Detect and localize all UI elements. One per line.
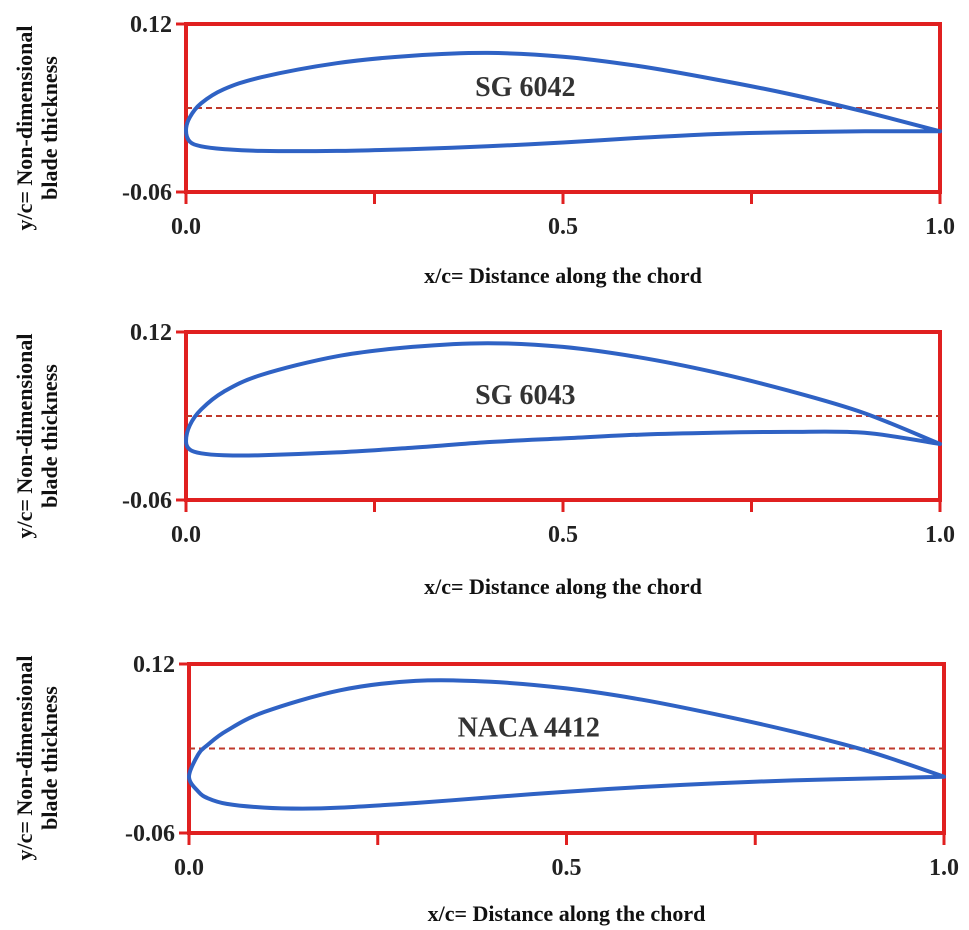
y-axis-title-line: y/c= Non-dimensional	[12, 655, 37, 860]
y-axis-title-line: blade thickness	[37, 56, 62, 200]
y-tick-label: -0.06	[122, 180, 172, 206]
y-tick-label: -0.06	[122, 488, 172, 514]
y-tick-label: 0.12	[130, 12, 172, 38]
y-axis-title: y/c= Non-dimensionalblade thickness	[12, 655, 62, 860]
x-tick-label: 0.0	[174, 855, 204, 881]
airfoil-profile-line	[184, 50, 942, 154]
airfoil-profile-line	[187, 678, 946, 811]
x-axis-title: x/c= Distance along the chord	[428, 901, 706, 926]
x-tick-label: 0.5	[548, 214, 578, 240]
airfoil-profile-line	[184, 341, 942, 458]
airfoil-name-label: NACA 4412	[458, 713, 600, 744]
airfoil-name-label: SG 6043	[475, 380, 575, 411]
y-axis-title-line: y/c= Non-dimensional	[12, 25, 37, 230]
chart-panel-1: 0.12 -0.06 0.0 0.5 1.0 SG 6042 x/c= Distance a…	[12, 12, 955, 288]
y-axis-title: y/c= Non-dimensionalblade thickness	[12, 333, 62, 538]
x-tick-label: 1.0	[929, 855, 959, 881]
x-tick-label: 0.0	[171, 214, 201, 240]
x-axis-title: x/c= Distance along the chord	[424, 263, 702, 288]
y-axis-title-line: y/c= Non-dimensional	[12, 333, 37, 538]
y-tick-label: 0.12	[133, 652, 175, 678]
y-axis-title: y/c= Non-dimensionalblade thickness	[12, 25, 62, 230]
x-tick-label: 0.0	[171, 522, 201, 548]
x-axis-title: x/c= Distance along the chord	[424, 574, 702, 599]
airfoil-name-label: SG 6042	[475, 72, 575, 103]
y-tick-label: 0.12	[130, 320, 172, 346]
y-tick-label: -0.06	[125, 821, 175, 847]
x-tick-label: 0.5	[552, 855, 582, 881]
y-axis-title-line: blade thickness	[37, 364, 62, 508]
x-tick-label: 0.5	[548, 522, 578, 548]
y-axis-title-line: blade thickness	[37, 686, 62, 830]
x-tick-label: 1.0	[925, 522, 955, 548]
chart-panel-3: 0.12 -0.06 0.0 0.5 1.0 NACA 4412 x/c= Distance…	[12, 652, 959, 926]
chart-panel-2: 0.12 -0.06 0.0 0.5 1.0 SG 6043 x/c= Distance a…	[12, 320, 955, 599]
x-tick-label: 1.0	[925, 214, 955, 240]
